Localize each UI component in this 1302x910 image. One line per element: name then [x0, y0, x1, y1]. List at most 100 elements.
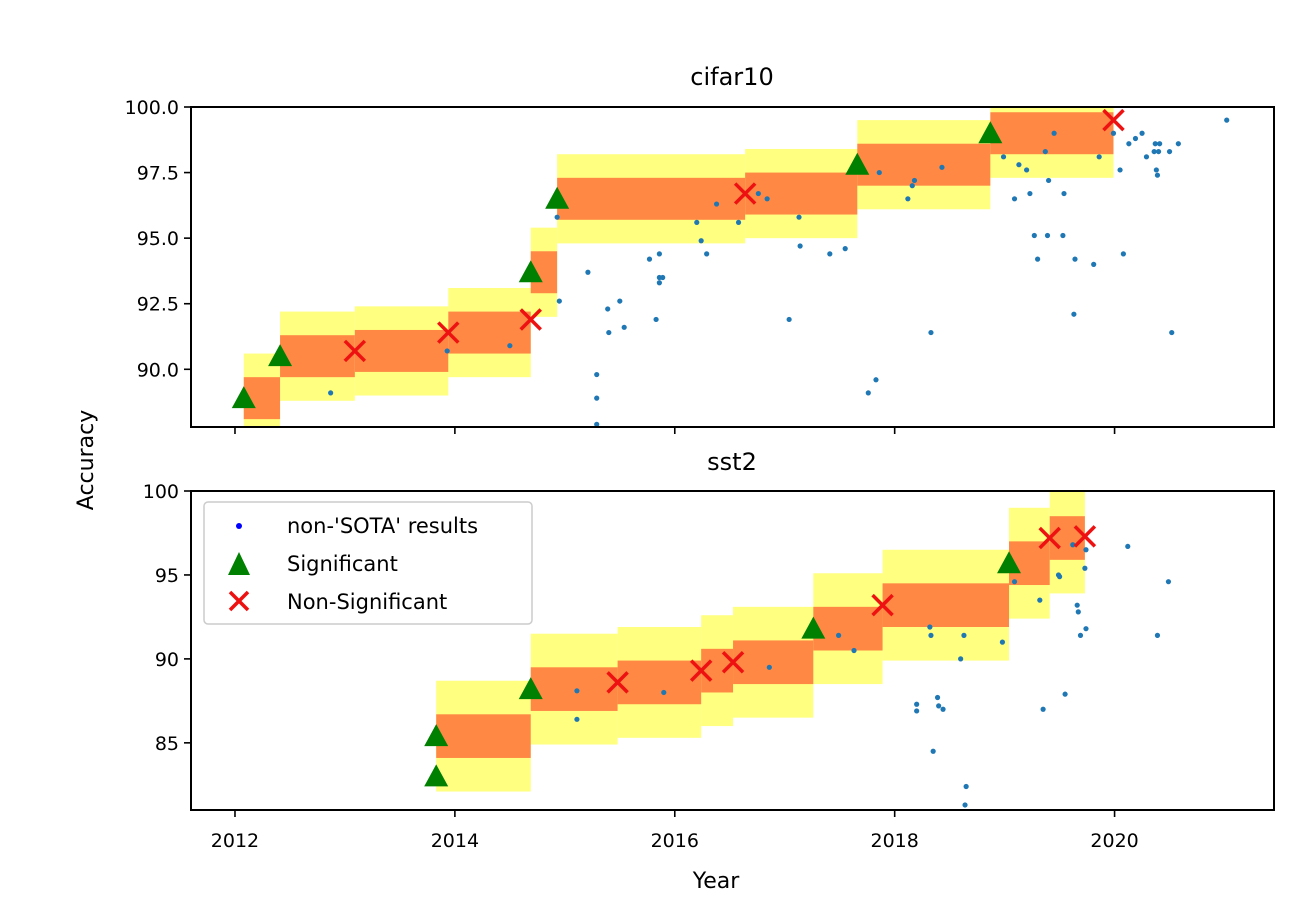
cifar10-non-sota-point — [1072, 256, 1078, 262]
cifar10-non-sota-point — [1175, 141, 1181, 147]
cifar10-non-sota-point — [1061, 190, 1067, 197]
legend-dot-marker — [236, 523, 242, 529]
sst2-non-sota-point — [962, 802, 968, 808]
cifar10-non-sota-point — [905, 196, 911, 202]
sst2-band-inner — [1049, 516, 1085, 560]
sst2-significant-marker — [518, 677, 543, 700]
cifar10-non-sota-point — [796, 214, 802, 220]
sst2-band-inner — [436, 714, 531, 758]
sst2-non-sota-point — [836, 632, 842, 638]
cifar10-non-sota-point — [873, 377, 879, 383]
sst2-band-inner — [530, 667, 618, 711]
cifar10-non-sota-point — [865, 390, 871, 396]
cifar10-non-sota-point — [1024, 167, 1030, 173]
cifar10-non-sota-point — [1096, 154, 1102, 160]
cifar10-non-sota-point — [911, 177, 918, 184]
cifar10-non-sota-point — [328, 390, 334, 396]
cifar10-non-sota-point — [909, 183, 915, 189]
sst2-non-significant-marker — [721, 651, 745, 674]
cifar10-non-sota-point — [1152, 141, 1158, 147]
sst2-y-axis: 85 90 95 100 — [143, 481, 191, 755]
cifar10-non-sota-point — [1110, 130, 1117, 136]
cifar10-non-sota-point — [585, 269, 591, 275]
sst2-non-sota-point — [851, 647, 857, 654]
cifar10-y-tick-label: 92.5 — [137, 294, 179, 316]
cifar10-non-sota-point — [694, 219, 700, 226]
sst2-non-significant-marker — [1038, 526, 1061, 550]
cifar10-band-inner — [857, 143, 991, 186]
sst2-axes-frame — [190, 490, 1275, 811]
sst2-non-sota-point — [961, 632, 967, 638]
sst2-significant-marker — [801, 616, 826, 639]
cifar10-non-sota-point — [1120, 251, 1126, 257]
sst2-non-sota-point — [1070, 542, 1076, 548]
cifar10-x-axis — [234, 427, 1116, 434]
cifar10-non-sota-point — [1117, 167, 1123, 173]
cifar10-significant-marker — [231, 386, 256, 409]
sst2-non-sota-point — [1075, 609, 1081, 615]
sst2-non-sota-point — [1083, 626, 1089, 632]
cifar10-non-sota-point — [1060, 232, 1066, 239]
cifar10-non-sota-point — [656, 251, 662, 257]
cifar10-non-sota-point — [786, 316, 792, 323]
cifar10-non-sota-point — [1155, 148, 1162, 155]
cifar10-non-sota-point — [1169, 329, 1175, 336]
sst2-non-sota-point — [1154, 632, 1161, 638]
sst2-x-tick-label: 2018 — [870, 830, 918, 852]
cifar10-non-sota-point — [1151, 148, 1157, 155]
cifar10-non-sota-point — [1035, 256, 1041, 262]
cifar10-significant-marker — [978, 121, 1003, 144]
cifar10-non-sota-point — [1027, 190, 1033, 197]
sst2-non-sota-point — [958, 656, 964, 662]
sst2-non-sota-point — [1077, 632, 1084, 638]
sst2-band-inner — [733, 640, 814, 685]
sst2-y-tick-label: 90 — [155, 649, 179, 671]
cifar10-non-significant-marker — [733, 182, 757, 205]
cifar10-non-sota-point — [1091, 261, 1097, 267]
cifar10-non-sota-point — [594, 371, 600, 378]
cifar10-title: cifar10 — [690, 63, 773, 91]
sst2-non-sota-point — [928, 632, 934, 638]
sst2-non-sota-point — [1083, 547, 1089, 553]
cifar10-non-sota-point — [1071, 311, 1077, 317]
sst2-x-tick-label: 2012 — [211, 830, 259, 852]
sst2-non-sota-point — [1037, 597, 1043, 603]
cifar10-non-sota-point — [507, 343, 513, 349]
legend-triangle-marker — [228, 552, 250, 575]
sst2-x-tick-label: 2014 — [431, 830, 479, 852]
cifar10-non-sota-point — [1044, 232, 1051, 239]
legend-label-non-significant: Non-Significant — [287, 590, 447, 614]
sst2-panel: sst2 85 90 95 100 2012 2014 2016 2018 2020 non-… — [143, 448, 1275, 852]
cifar10-non-sota-point — [755, 190, 761, 197]
cifar10-band-inner — [745, 172, 858, 215]
sst2-non-sota-point — [914, 701, 920, 707]
cifar10-non-sota-point — [827, 251, 833, 257]
cifar10-non-sota-point — [1042, 148, 1048, 155]
sst2-non-significant-marker — [871, 593, 894, 617]
sst2-x-axis: 2012 2014 2016 2018 2020 — [211, 810, 1139, 852]
cifar10-band-inner — [280, 335, 355, 378]
sst2-x-tick-label: 2020 — [1090, 830, 1138, 852]
sst2-non-sota-point — [1074, 602, 1080, 608]
cifar10-significant-marker — [518, 260, 543, 283]
cifar10-non-sota-point — [606, 329, 612, 336]
sst2-y-tick-label: 85 — [155, 733, 179, 755]
sst2-non-sota-point — [574, 688, 580, 694]
sst2-non-sota-point — [1082, 565, 1088, 571]
cifar10-significant-marker — [268, 344, 293, 367]
sst2-non-sota-point — [940, 706, 946, 712]
cifar10-non-sota-point — [735, 219, 742, 226]
cifar10-non-sota-point — [1031, 232, 1037, 239]
cifar10-non-sota-point — [617, 298, 623, 304]
sst2-non-sota-point — [1040, 706, 1046, 712]
cifar10-non-sota-point — [1046, 177, 1052, 184]
cifar10-non-sota-point — [444, 348, 450, 354]
cifar10-non-sota-point — [1000, 154, 1007, 160]
cifar10-non-sota-point — [646, 256, 653, 262]
cifar10-non-sota-point — [656, 280, 662, 286]
x-axis-label: Year — [692, 869, 741, 894]
cifar10-axes-frame — [190, 106, 1275, 428]
sst2-band-inner — [882, 583, 1010, 627]
sst2-non-significant-marker — [1073, 525, 1097, 548]
